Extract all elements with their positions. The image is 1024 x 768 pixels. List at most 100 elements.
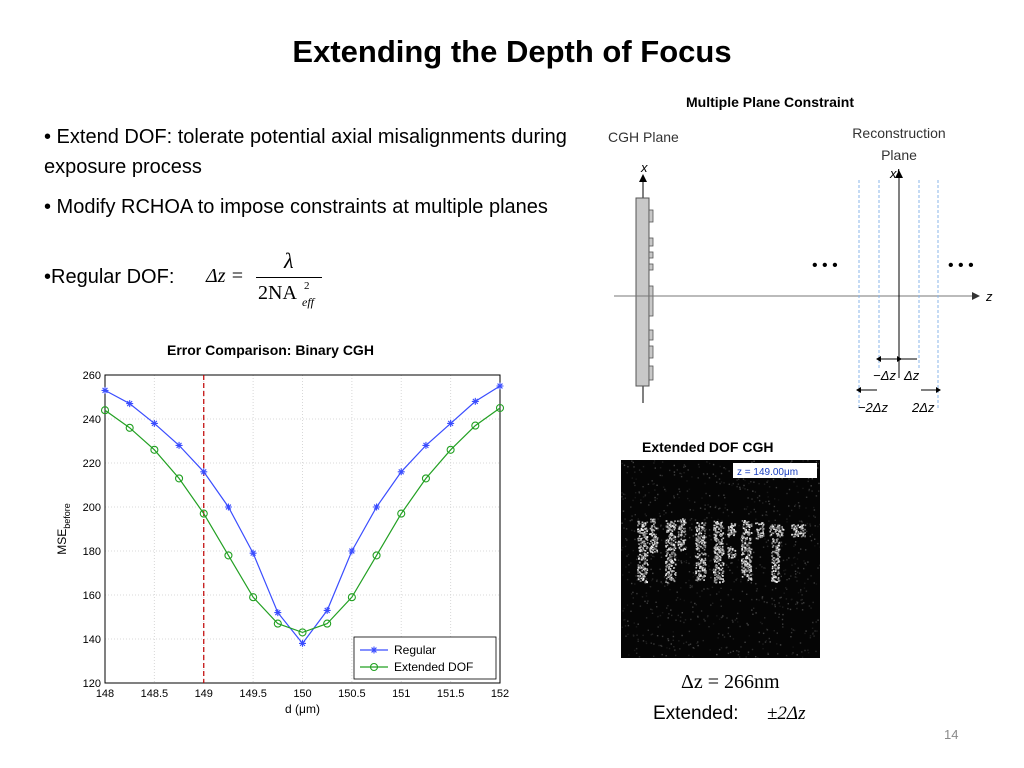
recon-x-arrowhead: [895, 170, 903, 178]
legend-label-regular: Regular: [394, 643, 436, 657]
chart-ticks: 148 148.5 149 149.5 150 150.5 151 151.5 152 120 14…: [83, 370, 510, 700]
point-extended-dof: [273, 619, 282, 628]
y-tick-label: 180: [83, 546, 101, 558]
error-comparison-chart: 148 148.5 149 149.5 150 150.5 151 151.5 152 120 14…: [55, 370, 510, 716]
y-tick-label: 260: [83, 370, 101, 382]
extended-dof-image: z = 149.00μm: [621, 460, 820, 658]
z-arrowhead: [972, 292, 980, 300]
recon-xprime-label: x': [889, 166, 900, 181]
y-tick-label: 220: [83, 458, 101, 470]
point-extended-dof: [347, 593, 356, 602]
minus-2dz-label: −2Δz: [858, 400, 889, 415]
cgh-plate: [635, 197, 650, 387]
dz-value: Δz = 266nm: [681, 671, 780, 693]
plot-frame: [104, 374, 501, 684]
point-regular: [249, 549, 257, 557]
point-extended-dof: [199, 509, 208, 518]
cgh-x-label: x: [640, 160, 648, 175]
legend-marker-regular: [370, 646, 378, 654]
extended-value: ±2Δz: [767, 703, 806, 724]
x-axis-label: d (μm): [285, 702, 320, 716]
point-regular: [496, 382, 504, 390]
chart-title: Error Comparison: Binary CGH: [167, 342, 374, 358]
x-tick-label: 148: [96, 688, 114, 700]
dots-left: • • •: [812, 257, 838, 274]
multiple-plane-diagram: CGH Plane Reconstruction Plane x z x' • …: [608, 125, 993, 415]
formula-fraction-bar: [256, 277, 322, 278]
recon-plane-label-1: Reconstruction: [852, 125, 945, 141]
spacing-arrows: [861, 358, 936, 391]
point-regular: [101, 386, 109, 394]
point-regular: [471, 397, 479, 405]
recon-plane-label-2: Plane: [881, 147, 917, 163]
point-extended-dof: [175, 474, 184, 483]
cgh-plane-label: CGH Plane: [608, 129, 679, 145]
point-extended-dof: [446, 445, 455, 454]
legend-marker-extended-dof: [369, 662, 379, 672]
extended-label: Extended:: [653, 703, 739, 724]
point-regular: [348, 547, 356, 555]
y-axis-label-main: MSE: [55, 529, 69, 555]
y-axis-label-sub: before: [62, 503, 72, 529]
slide-number: 14: [944, 727, 959, 742]
series-line-extended-dof: [104, 407, 501, 634]
chart-series: [100, 382, 505, 647]
formula-denominator: 2NA: [258, 282, 297, 304]
point-regular: [200, 468, 208, 476]
point-regular: [299, 639, 306, 647]
z-readout: z = 149.00μm: [737, 467, 798, 478]
z-axis-label: z: [985, 289, 993, 304]
formula-numerator: λ: [284, 248, 294, 273]
minus-dz-label: −Δz: [873, 368, 896, 383]
x-tick-label: 151.5: [437, 688, 465, 700]
legend-label-extended-dof: Extended DOF: [394, 660, 473, 674]
series-line-regular: [104, 385, 501, 645]
dots-right: • • •: [948, 257, 974, 274]
y-tick-label: 240: [83, 414, 101, 426]
point-regular: [323, 606, 331, 614]
x-tick-label: 148.5: [141, 688, 169, 700]
point-regular: [175, 441, 183, 449]
two-dz-label: 2Δz: [911, 400, 935, 415]
y-axis-label: MSEbefore: [55, 503, 72, 555]
z-readout-box: [733, 463, 817, 478]
legend-box: [353, 636, 497, 680]
y-tick-label: 160: [83, 590, 101, 602]
x-tick-label: 150: [293, 688, 311, 700]
point-extended-dof: [100, 406, 110, 415]
formula-denominator-sup: 2: [304, 280, 310, 292]
point-regular: [422, 441, 430, 449]
point-regular: [274, 609, 282, 617]
point-extended-dof: [397, 509, 406, 518]
point-regular: [150, 419, 158, 427]
image-caption: Extended DOF CGH: [642, 439, 774, 455]
x-tick-label: 151: [392, 688, 410, 700]
slide-title: Extending the Depth of Focus: [292, 34, 732, 69]
bullet-regular-dof: •Regular DOF:: [44, 266, 175, 288]
regular-dof-formula: Δz = λ 2NA 2 eff: [206, 248, 336, 312]
y-tick-label: 120: [83, 678, 101, 690]
x-tick-label: 149: [195, 688, 213, 700]
point-extended-dof: [421, 474, 430, 483]
point-regular: [126, 400, 134, 408]
formula-denominator-sub: eff: [302, 295, 314, 309]
x-tick-label: 152: [491, 688, 509, 700]
bullet-extend-dof: • Extend DOF: tolerate potential axial m…: [44, 126, 567, 178]
point-extended-dof: [298, 628, 307, 637]
reconstructed-pattern: [637, 518, 807, 584]
point-extended-dof: [495, 403, 505, 413]
y-tick-label: 140: [83, 634, 101, 646]
bullet-modify-rchoa: • Modify RCHOA to impose constraints at …: [44, 196, 548, 218]
formula-lhs: Δz =: [206, 265, 245, 287]
point-extended-dof: [150, 445, 159, 454]
point-regular: [373, 503, 381, 511]
point-extended-dof: [471, 421, 480, 430]
point-regular: [397, 468, 405, 476]
chart-legend: Regular Extended DOF: [353, 636, 497, 680]
spacing-arrowheads: [856, 356, 941, 393]
point-extended-dof: [323, 619, 332, 628]
point-extended-dof: [372, 551, 381, 560]
constraint-planes: [858, 180, 939, 408]
point-regular: [224, 503, 232, 511]
point-extended-dof: [224, 551, 233, 560]
